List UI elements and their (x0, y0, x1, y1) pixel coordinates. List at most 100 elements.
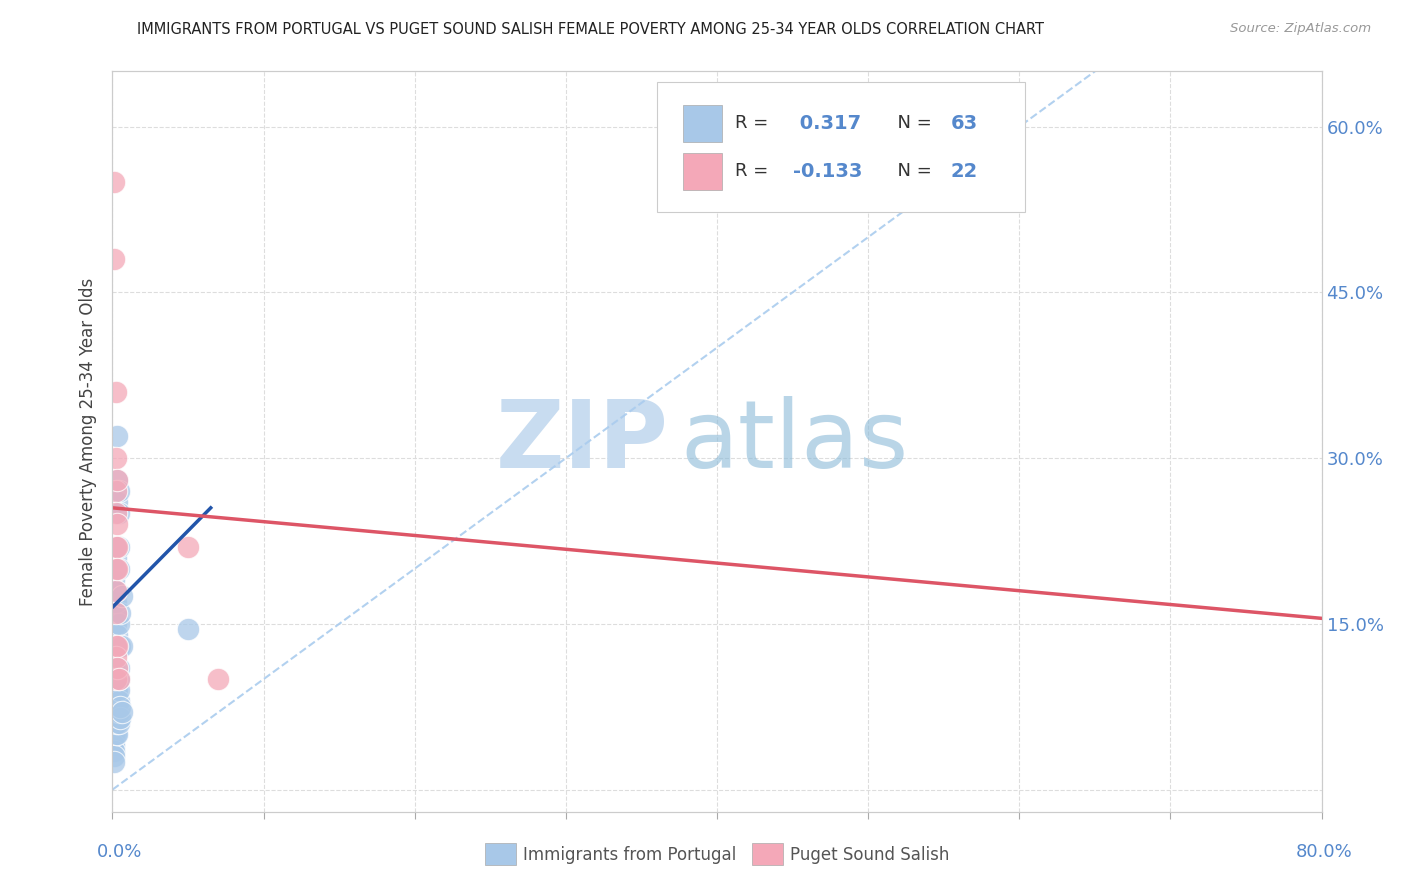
Point (104, 716, 127, 731)
Point (103, 706, 125, 720)
Point (105, 716, 128, 731)
Point (104, 672, 127, 686)
Point (103, 683, 125, 698)
Point (107, 561, 129, 575)
Point (105, 540, 128, 554)
Point (105, 429, 128, 443)
Point (105, 661, 128, 675)
Point (104, 606, 127, 620)
Point (105, 473, 128, 487)
Point (104, 606, 127, 620)
Point (104, 583, 127, 598)
FancyBboxPatch shape (683, 104, 721, 142)
Point (103, 573, 125, 587)
Point (103, 744, 125, 758)
Point (107, 694, 129, 708)
Point (108, 711, 131, 725)
Point (105, 683, 128, 698)
Point (107, 716, 129, 731)
Point (105, 628, 128, 642)
Text: N =: N = (886, 114, 938, 132)
Point (107, 706, 129, 720)
Point (110, 589, 132, 603)
Point (104, 683, 127, 698)
Point (103, 583, 125, 598)
Text: N =: N = (886, 162, 938, 180)
Point (105, 517, 128, 532)
Point (104, 672, 127, 686)
Text: 80.0%: 80.0% (1296, 843, 1353, 861)
Point (108, 606, 131, 620)
Text: Puget Sound Salish: Puget Sound Salish (790, 846, 949, 863)
Text: IMMIGRANTS FROM PORTUGAL VS PUGET SOUND SALISH FEMALE POVERTY AMONG 25-34 YEAR O: IMMIGRANTS FROM PORTUGAL VS PUGET SOUND … (136, 22, 1045, 37)
FancyBboxPatch shape (683, 153, 721, 190)
Text: atlas: atlas (681, 395, 910, 488)
Y-axis label: Female Poverty Among 25-34 Year Olds: Female Poverty Among 25-34 Year Olds (79, 277, 97, 606)
Point (103, 175, 125, 189)
Point (104, 583, 127, 598)
Point (177, 540, 200, 554)
Point (104, 727, 127, 741)
Text: 0.0%: 0.0% (97, 843, 142, 861)
Point (105, 639, 128, 653)
Point (104, 639, 127, 653)
Point (107, 661, 129, 675)
Point (110, 706, 132, 720)
Text: R =: R = (735, 162, 775, 180)
Point (107, 672, 129, 686)
Point (104, 484, 127, 499)
Point (104, 540, 127, 554)
Point (103, 749, 125, 764)
Point (105, 727, 128, 741)
Point (104, 616, 127, 631)
Text: -0.133: -0.133 (793, 161, 863, 181)
Point (103, 561, 125, 575)
Point (104, 694, 127, 708)
Point (103, 727, 125, 741)
Point (105, 473, 128, 487)
Point (207, 672, 229, 686)
Text: 63: 63 (950, 113, 977, 133)
Text: Immigrants from Portugal: Immigrants from Portugal (523, 846, 737, 863)
Point (177, 623, 200, 637)
Point (105, 540, 128, 554)
Point (105, 672, 128, 686)
Point (103, 672, 125, 686)
Point (103, 711, 125, 725)
Point (104, 550, 127, 565)
Point (104, 639, 127, 653)
Point (107, 484, 129, 499)
Text: R =: R = (735, 114, 775, 132)
Point (110, 639, 132, 653)
Point (103, 739, 125, 753)
Text: Source: ZipAtlas.com: Source: ZipAtlas.com (1230, 22, 1371, 36)
Point (104, 561, 127, 575)
Point (107, 507, 129, 521)
Point (104, 507, 127, 521)
Text: 22: 22 (950, 161, 977, 181)
Point (104, 451, 127, 466)
Point (104, 650, 127, 665)
Point (103, 732, 125, 747)
Point (104, 384, 127, 399)
Point (105, 561, 128, 575)
FancyBboxPatch shape (657, 82, 1025, 212)
Point (103, 661, 125, 675)
Point (108, 639, 131, 653)
Point (107, 540, 129, 554)
Point (103, 616, 125, 631)
Point (103, 716, 125, 731)
Point (104, 706, 127, 720)
Point (103, 252, 125, 267)
Point (107, 616, 129, 631)
Point (107, 683, 129, 698)
Point (105, 495, 128, 509)
Point (103, 755, 125, 769)
Point (105, 694, 128, 708)
Point (105, 561, 128, 575)
Text: ZIP: ZIP (496, 395, 669, 488)
Text: 0.317: 0.317 (793, 113, 862, 133)
Point (103, 606, 125, 620)
Point (105, 706, 128, 720)
Point (103, 694, 125, 708)
